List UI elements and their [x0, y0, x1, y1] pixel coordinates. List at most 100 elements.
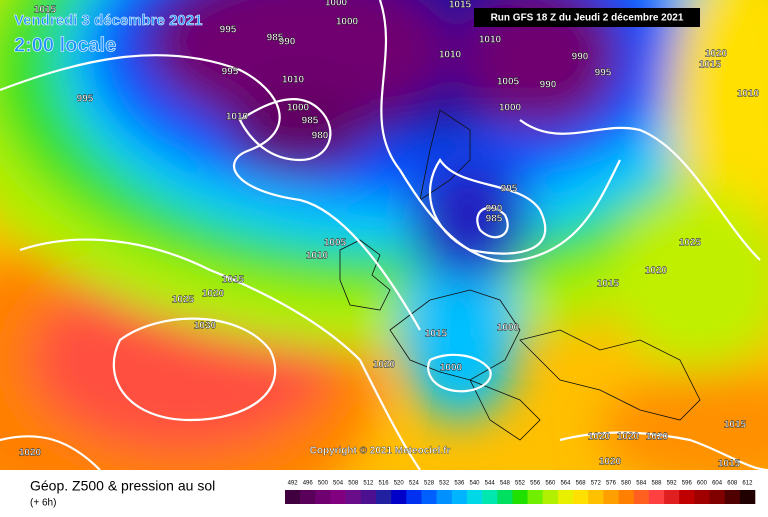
isobar-label: 1025 — [679, 238, 702, 249]
isobar-label: 1000 — [497, 323, 520, 334]
isobar-label: 990 — [540, 80, 557, 91]
colorbar-label: 520 — [394, 481, 405, 487]
isobar-label: 1015 — [449, 0, 472, 11]
color-swatch — [588, 490, 604, 504]
run-info: Run GFS 18 Z du Jeudi 2 décembre 2021 — [491, 13, 684, 24]
isobar-label: 985 — [302, 116, 319, 127]
isobar-label: 1020 — [19, 448, 42, 459]
isobar-label: 1015 — [597, 279, 620, 290]
isobar-label: 1000 — [325, 0, 348, 9]
isobar-label: 995 — [501, 184, 518, 195]
colorbar-label: 536 — [454, 481, 465, 487]
local-time: 2:00 locale — [14, 34, 116, 56]
colorbar-label: 492 — [288, 481, 299, 487]
isobar-label: 990 — [279, 37, 296, 48]
coastlines — [339, 109, 701, 441]
colorbar-label: 596 — [682, 481, 693, 487]
color-swatch — [694, 490, 710, 504]
isobar-label: 1020 — [588, 432, 611, 443]
color-swatch — [603, 490, 619, 504]
color-swatch — [512, 490, 528, 504]
colorbar-label: 572 — [591, 481, 602, 487]
color-swatch — [315, 490, 331, 504]
isobar-label: 990 — [486, 204, 503, 215]
isobar-label: 1010 — [479, 35, 502, 46]
isobar-label: 995 — [222, 67, 239, 78]
colorbar-label: 588 — [651, 481, 662, 487]
colorbar-label: 512 — [363, 481, 374, 487]
color-swatch — [300, 490, 316, 504]
colorbar-label: 608 — [727, 481, 738, 487]
isobar-label: 1020 — [202, 289, 225, 300]
colorbar-label: 548 — [500, 481, 511, 487]
isobar-label: 1015 — [724, 420, 747, 431]
isobar-label: 1010 — [439, 50, 462, 61]
colorbar-label: 508 — [348, 481, 359, 487]
isobar-label: 1000 — [440, 363, 463, 374]
colorbar-label: 604 — [712, 481, 723, 487]
color-swatch — [436, 490, 453, 504]
isobar-label: 1010 — [226, 112, 249, 123]
isobar-label: 1005 — [324, 238, 347, 249]
color-swatch — [285, 490, 301, 504]
color-swatch — [648, 490, 665, 504]
isobar-label: 1000 — [499, 103, 522, 114]
colorbar-label: 600 — [697, 481, 708, 487]
colorbar-label: 504 — [333, 481, 344, 487]
color-swatch — [466, 490, 483, 504]
isobar-label: 1010 — [306, 251, 329, 262]
isobar-label: 1010 — [737, 89, 760, 100]
colorbar-label: 564 — [560, 481, 571, 487]
isobar-label: 980 — [312, 131, 329, 142]
isobar-labels: 1015995995985990100010001015101010101005… — [19, 0, 760, 470]
color-swatch — [709, 490, 725, 504]
footer-title: Géop. Z500 & pression au sol — [30, 478, 215, 494]
color-swatch — [633, 490, 650, 504]
color-swatch — [345, 490, 362, 504]
valid-time: Vendredi 3 décembre 2021 — [14, 12, 202, 29]
isobar-label: 985 — [267, 33, 284, 44]
color-swatch — [573, 490, 589, 504]
colorbar-label: 552 — [515, 481, 526, 487]
color-swatch — [375, 490, 392, 504]
color-swatch — [527, 490, 544, 504]
colorbar-label: 516 — [379, 481, 390, 487]
colorbar-label: 544 — [485, 481, 496, 487]
isobar-label: 995 — [595, 68, 612, 79]
isobar-label: 1015 — [34, 5, 57, 16]
color-swatch — [497, 490, 513, 504]
color-swatch — [679, 490, 695, 504]
colorbar-label: 612 — [742, 481, 753, 487]
color-swatch — [542, 490, 559, 504]
isobar-label: 1020 — [646, 432, 669, 443]
color-swatch — [739, 490, 756, 504]
isobar-label: 1030 — [194, 321, 217, 332]
color-swatch — [406, 490, 422, 504]
colorbar-label: 532 — [439, 481, 450, 487]
colorbar-label: 528 — [424, 481, 435, 487]
isobar-label: 1020 — [617, 432, 640, 443]
isobar-label: 1015 — [425, 329, 448, 340]
isobar-label: 985 — [486, 214, 503, 225]
isobar-label: 1000 — [336, 17, 359, 28]
isobar-label: 1020 — [645, 266, 668, 277]
color-swatch — [451, 490, 468, 504]
isobar-label: 1010 — [282, 75, 305, 86]
isobars — [0, 0, 768, 470]
isobar-label: 1020 — [705, 49, 728, 60]
isobar-label: 1005 — [497, 77, 520, 88]
colorbar-label: 500 — [318, 481, 329, 487]
color-swatch — [360, 490, 377, 504]
colorbar-label: 496 — [303, 481, 314, 487]
colorbar-label: 524 — [409, 481, 420, 487]
isobar-label: 1000 — [287, 103, 310, 114]
isobar-label: 990 — [572, 52, 589, 63]
footer-lead: (+ 6h) — [30, 498, 56, 509]
isobar-label: 1020 — [373, 360, 396, 371]
colorbar-label: 540 — [470, 481, 481, 487]
color-swatch — [664, 490, 680, 504]
colorbar-label: 576 — [606, 481, 617, 487]
color-swatch — [557, 490, 574, 504]
isobar-label: 1015 — [222, 275, 245, 286]
